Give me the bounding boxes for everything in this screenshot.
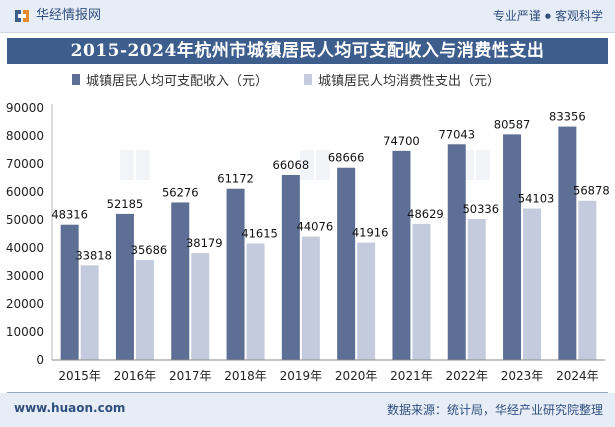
watermark-icon [120,150,150,180]
data-label-expenditure: 44076 [297,220,334,234]
data-label-income: 48316 [51,208,88,222]
bar-expenditure [467,219,486,360]
chart-title: 2015-2024年杭州市城镇居民人均可支配收入与消费性支出 [7,38,608,64]
legend-item-income: 城镇居民人均可支配收入（元） [72,70,268,89]
tagline-left: 专业严谨 [492,9,541,23]
header-bar: 华经情报网 专业严谨 ● 客观科学 [0,0,615,33]
y-tick-label: 50000 [6,213,44,227]
chart-legend: 城镇居民人均可支配收入（元） 城镇居民人均消费性支出（元） [72,70,536,89]
y-tick-label: 20000 [6,297,44,311]
y-tick-label: 80000 [6,129,44,143]
bar-income [558,126,577,360]
x-tick-label: 2021年 [390,369,433,383]
data-label-income: 77043 [438,127,475,141]
tagline-right: 客观科学 [554,9,603,23]
x-tick-label: 2019年 [280,369,323,383]
bar-expenditure [80,265,99,360]
y-axis: 0 10000 20000 30000 40000 50000 60000 70000 8000… [6,101,53,367]
y-tick-label: 30000 [6,269,44,283]
footer-divider [7,392,608,393]
data-label-income: 80587 [494,117,531,131]
data-label-income: 83356 [549,110,586,124]
data-label-expenditure: 50336 [462,202,499,216]
y-tick-label: 10000 [6,325,44,339]
data-label-income: 56276 [162,185,199,199]
legend-label-expenditure: 城镇居民人均消费性支出（元） [318,74,501,89]
footer-bar: www.huaon.com 数据来源：统计局，华经产业研究院整理 [0,393,615,427]
x-tick-label: 2017年 [169,369,212,383]
x-tick-label: 2023年 [501,369,544,383]
x-tick-label: 2018年 [224,369,267,383]
bar-income [392,150,411,360]
x-tick-label: 2022年 [445,369,488,383]
data-label-income: 74700 [383,134,420,148]
brand[interactable]: 华经情报网 [14,7,101,25]
legend-label-income: 城镇居民人均可支配收入（元） [86,74,269,89]
x-tick-label: 2024年 [556,369,599,383]
bars: 48316 33818 52185 35686 56276 38179 61172 41615… [51,110,610,360]
footer-source: 数据来源：统计局，华经产业研究院整理 [386,403,603,417]
bar-expenditure [357,242,376,360]
data-label-expenditure: 41916 [352,226,389,240]
bar-expenditure [191,253,210,360]
bar-income [281,175,300,360]
watermark-icon [300,150,330,180]
y-tick-label: 40000 [6,241,44,255]
data-label-expenditure: 35686 [131,243,168,257]
legend-swatch-expenditure [304,74,313,85]
x-tick-label: 2015年 [58,369,101,383]
bar-expenditure [578,200,597,360]
data-label-expenditure: 48629 [407,207,444,221]
bar-income [60,224,79,360]
bar-income [503,134,522,360]
data-label-expenditure: 33818 [75,248,112,262]
x-tick-label: 2016年 [114,369,157,383]
bar-expenditure [135,260,154,360]
bar-income [337,167,356,360]
tagline: 专业严谨 ● 客观科学 [493,7,603,25]
legend-item-expenditure: 城镇居民人均消费性支出（元） [304,70,500,89]
data-label-expenditure: 38179 [186,236,223,250]
y-tick-label: 70000 [6,157,44,171]
data-label-income: 52185 [107,197,144,211]
footer-url[interactable]: www.huaon.com [14,401,126,415]
brand-name: 华经情报网 [36,8,102,23]
x-tick-label: 2020年 [335,369,378,383]
bar-expenditure [301,236,320,360]
bar-expenditure [246,243,265,360]
data-label-expenditure: 54103 [518,192,555,206]
x-axis: 2015年 2016年 2017年 2018年 2019年 2020年 2021年 2022年… [52,359,605,383]
bar-expenditure [412,223,431,360]
bar-income [171,202,190,360]
data-label-expenditure: 56878 [573,184,610,198]
y-tick-label: 0 [36,353,44,367]
y-tick-label: 90000 [6,101,44,115]
y-tick-label: 60000 [6,185,44,199]
data-label-expenditure: 41615 [241,226,278,240]
legend-swatch-income [72,74,80,85]
data-label-income: 68666 [328,151,365,165]
bar-income [447,144,466,360]
bar-expenditure [523,208,542,360]
bar-income [115,213,134,360]
bar-income [226,188,245,360]
data-label-income: 61172 [217,172,254,186]
data-label-income: 66068 [273,158,310,172]
brand-logo-icon [15,10,29,22]
tagline-separator: ● [544,12,551,20]
